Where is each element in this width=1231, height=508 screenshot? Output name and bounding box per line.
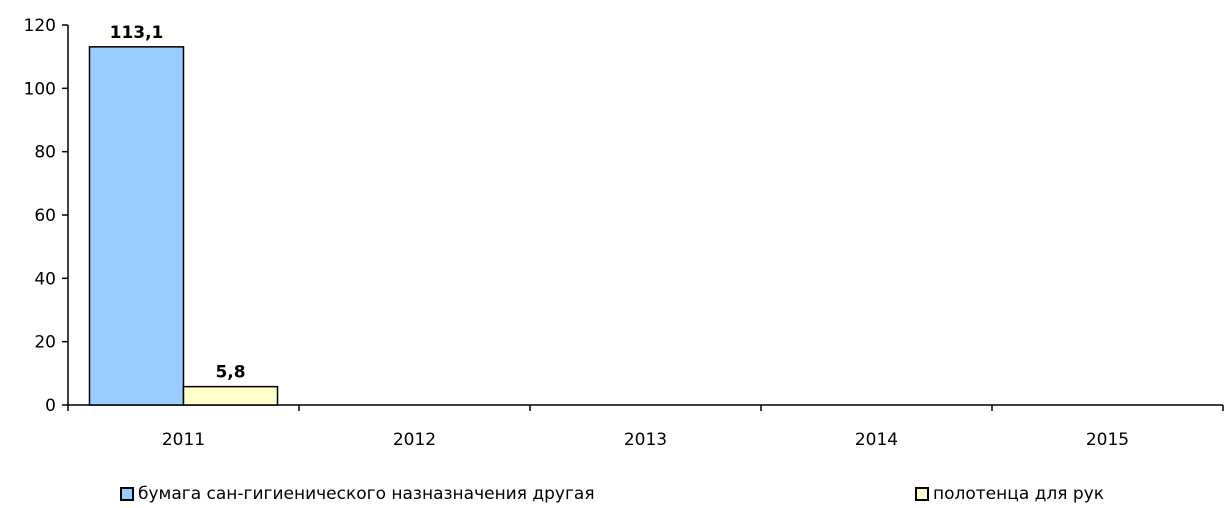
y-axis: 0 20 40 60 80 100 120	[24, 16, 69, 416]
chart: 0 20 40 60 80 100 120 2011 2012 2013 2014 2015 113…	[24, 16, 1224, 450]
x-tick-label-2013: 2013	[624, 430, 667, 450]
x-tick-label-2014: 2014	[855, 430, 898, 450]
bars	[88, 46, 279, 406]
legend-label-series-2: полотенца для рук	[933, 484, 1105, 504]
legend-swatch-series-2	[915, 487, 929, 501]
y-tick-label: 80	[34, 143, 56, 163]
legend-swatch-series-1	[120, 487, 134, 501]
legend-item-series-1: бумага сан-гигиенического назназначения …	[120, 484, 595, 504]
y-tick-label: 20	[34, 333, 56, 353]
legend-label-series-1: бумага сан-гигиенического назназначения …	[138, 484, 595, 504]
legend: бумага сан-гигиенического назназначения …	[0, 484, 1231, 508]
y-tick-label: 60	[34, 206, 56, 226]
x-tick-label-2015: 2015	[1086, 430, 1129, 450]
y-tick-label: 40	[34, 269, 56, 289]
data-label-series-2-2011: 5,8	[215, 363, 245, 383]
y-tick-label: 120	[24, 16, 56, 36]
y-tick-label: 0	[45, 396, 56, 416]
y-tick-label: 100	[24, 79, 56, 99]
x-tick-label-2012: 2012	[393, 430, 436, 450]
legend-item-series-2: полотенца для рук	[915, 484, 1104, 504]
bar-series-2-2011	[182, 385, 279, 406]
data-labels: 113,1 5,8	[110, 23, 246, 383]
bar-series-1-2011	[88, 46, 185, 406]
data-label-series-1-2011: 113,1	[110, 23, 164, 43]
x-tick-label-2011: 2011	[162, 430, 205, 450]
x-axis: 2011 2012 2013 2014 2015	[67, 404, 1224, 450]
